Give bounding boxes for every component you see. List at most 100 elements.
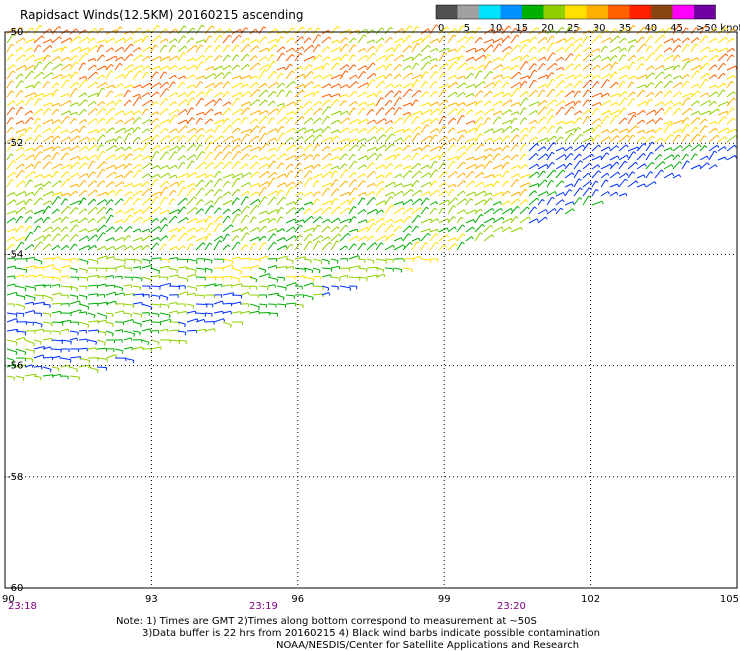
wind-barb	[358, 165, 365, 169]
wind-barb	[547, 136, 554, 142]
wind-barb	[574, 170, 579, 178]
wind-barb-flag	[329, 100, 331, 102]
wind-barb-flag	[42, 36, 44, 38]
wind-barb-flag	[58, 146, 60, 148]
wind-barb	[16, 74, 21, 79]
wind-barb	[349, 139, 357, 142]
wind-barb	[34, 57, 44, 61]
wind-barb	[331, 130, 338, 133]
wind-barb	[7, 349, 17, 352]
wind-barb-flag	[263, 126, 266, 128]
wind-barb-flag	[662, 138, 663, 141]
wind-barb-flag	[113, 128, 115, 130]
wind-barb-flag	[185, 66, 186, 69]
wind-barb-flag	[59, 26, 61, 28]
wind-barb	[475, 134, 480, 142]
wind-barb-flag	[501, 75, 502, 78]
wind-barb-flag	[68, 179, 70, 181]
wind-barb	[106, 322, 114, 324]
wind-barb	[169, 102, 175, 106]
wind-barb	[637, 75, 646, 79]
wind-barb	[583, 90, 588, 97]
wind-barb-flag	[581, 38, 583, 41]
wind-barb	[520, 207, 527, 214]
wind-barb	[340, 192, 349, 196]
wind-barb-flag	[84, 198, 87, 200]
wind-barb-flag	[363, 108, 365, 110]
wind-barb	[160, 283, 170, 286]
wind-barb	[628, 152, 633, 160]
wind-barb-flag	[41, 198, 43, 200]
wind-barb	[664, 28, 670, 34]
wind-barb-flag	[285, 174, 286, 177]
wind-barb-flag	[52, 73, 54, 76]
time-label: 23:20	[497, 601, 526, 612]
wind-barb	[25, 171, 34, 178]
wind-barb-flag	[173, 82, 175, 84]
wind-barb	[691, 154, 695, 160]
wind-barb-flag	[571, 54, 573, 56]
wind-barb-flag	[141, 191, 143, 194]
wind-barb-flag	[58, 136, 60, 138]
wind-barb	[484, 138, 491, 142]
wind-barb	[619, 91, 625, 97]
wind-barb-flag	[25, 191, 26, 194]
wind-barb	[421, 259, 431, 260]
wind-barb-flag	[670, 74, 672, 76]
wind-barb-flag	[355, 180, 357, 182]
map-frame	[5, 32, 737, 588]
wind-barb-flag	[518, 199, 520, 201]
wind-barb	[88, 313, 95, 315]
wind-barb-flag	[284, 104, 285, 107]
wind-barb	[214, 29, 220, 34]
wind-barb	[484, 71, 491, 79]
wind-barb	[403, 36, 409, 43]
wind-barb	[331, 218, 338, 223]
wind-barb	[268, 138, 275, 142]
wind-barb	[574, 91, 579, 97]
wind-barb-flag	[85, 190, 87, 192]
wind-barb-flag	[525, 45, 527, 47]
wind-barb-flag	[429, 56, 431, 59]
wind-barb	[151, 174, 158, 178]
wind-barb-flag	[259, 237, 260, 240]
wind-barb	[142, 174, 149, 178]
wind-barb	[700, 93, 707, 97]
wind-barb-flag	[281, 37, 284, 39]
wind-barb	[52, 257, 59, 259]
wind-barb	[583, 64, 590, 70]
wind-barb	[286, 137, 292, 142]
wind-barb-flag	[61, 64, 63, 67]
wind-barb	[502, 156, 508, 160]
wind-barb-flag	[201, 135, 203, 137]
wind-barb	[511, 72, 519, 79]
wind-barb	[304, 259, 311, 260]
wind-barb-flag	[65, 46, 67, 48]
wind-barb-flag	[627, 129, 628, 132]
wind-barb	[7, 211, 16, 214]
wind-barb	[601, 80, 607, 89]
wind-barb-flag	[149, 56, 151, 58]
wind-barb-flag	[373, 46, 375, 48]
wind-barb	[367, 171, 374, 178]
wind-barb-flag	[311, 118, 313, 120]
wind-barb-flag	[670, 48, 672, 50]
wind-barb-flag	[341, 111, 342, 114]
wind-barb-flag	[166, 29, 168, 31]
colorbar-swatch	[587, 5, 609, 19]
wind-barb	[412, 127, 419, 133]
wind-barb	[79, 295, 87, 297]
wind-barb	[16, 121, 22, 124]
wind-barb-flag	[588, 90, 591, 92]
wind-barb	[88, 190, 96, 196]
wind-barb-flag	[501, 65, 503, 68]
wind-barb-flag	[291, 164, 293, 166]
wind-barb-flag	[553, 43, 556, 45]
wind-barb-flag	[237, 55, 239, 57]
wind-barb-flag	[113, 190, 115, 192]
wind-barb-flag	[330, 164, 332, 167]
wind-barb-flag	[192, 38, 194, 40]
wind-barb-flag	[507, 146, 509, 148]
wind-barb-flag	[579, 54, 581, 56]
wind-barb	[538, 210, 546, 215]
